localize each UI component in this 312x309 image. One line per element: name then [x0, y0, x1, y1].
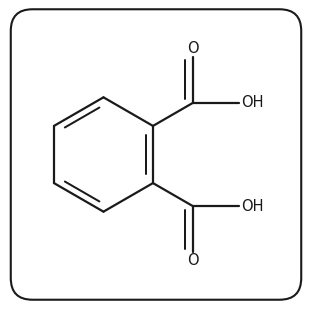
FancyBboxPatch shape — [11, 9, 301, 300]
Text: O: O — [187, 40, 199, 56]
Text: OH: OH — [241, 199, 263, 214]
Text: O: O — [187, 253, 199, 269]
Text: OH: OH — [241, 95, 263, 110]
